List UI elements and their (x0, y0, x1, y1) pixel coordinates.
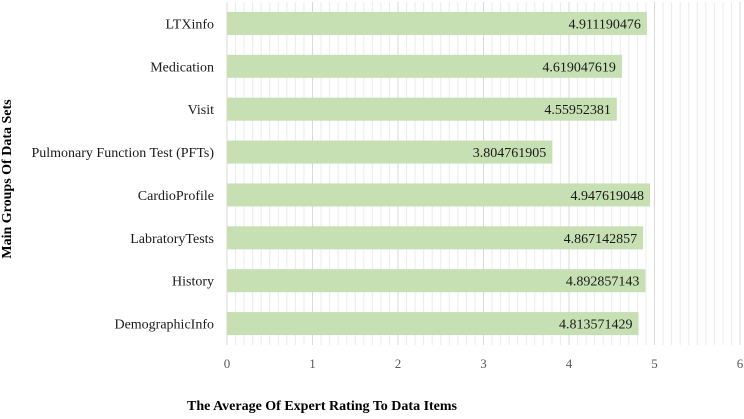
x-tick-label: 0 (224, 356, 231, 371)
bar-value-label: 4.619047619 (542, 60, 616, 75)
category-label: Medication (150, 60, 214, 75)
bar-value-label: 4.947619048 (571, 189, 645, 204)
x-tick-label: 6 (737, 356, 744, 371)
x-tick-label: 5 (651, 356, 658, 371)
bar-value-label: 4.813571429 (559, 318, 633, 333)
x-tick-label: 2 (395, 356, 402, 371)
bar (227, 11, 647, 35)
bar-value-label: 4.55952381 (544, 103, 611, 118)
x-tick-label: 4 (566, 356, 573, 371)
bar (227, 54, 622, 78)
bar (227, 140, 553, 164)
category-label: LTXinfo (166, 17, 214, 32)
bar (227, 183, 651, 207)
bar-value-label: 3.804761905 (473, 146, 547, 161)
x-tick-label: 1 (309, 356, 316, 371)
x-axis-title: The Average Of Expert Rating To Data Ite… (187, 399, 458, 414)
grid-layer (226, 2, 741, 345)
bar (227, 269, 646, 293)
bar-value-label: 4.892857143 (566, 275, 640, 290)
bar (227, 97, 617, 121)
category-label: CardioProfile (138, 189, 214, 204)
axis-layer: 0 1 2 3 4 5 6 LTXinfo Medication Visit Pulmonary F… (31, 17, 743, 371)
bar (227, 226, 644, 250)
bar-value-label: 4.911190476 (568, 17, 640, 32)
x-tick-label: 3 (480, 356, 487, 371)
category-label: DemographicInfo (114, 318, 214, 333)
category-label: History (172, 275, 214, 290)
label-layer: 4.911190476 4.619047619 4.55952381 3.804761… (473, 17, 644, 332)
bar (227, 312, 639, 336)
bar-value-label: 4.867142857 (564, 232, 638, 247)
category-label: Visit (188, 103, 214, 118)
y-axis-title: Main Groups Of Data Sets (0, 99, 15, 259)
bar-layer (227, 11, 651, 336)
category-label: Pulmonary Function Test (PFTs) (31, 146, 214, 161)
category-label: LabratoryTests (130, 232, 214, 247)
